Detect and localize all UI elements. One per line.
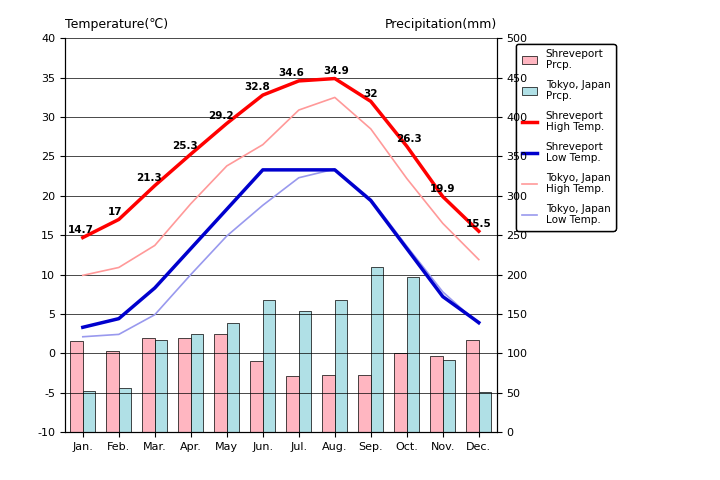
Bar (71, 341, 83, 432)
Bar (83, 391, 95, 432)
Bar (287, 376, 299, 432)
Bar (263, 300, 275, 432)
Bar (430, 357, 443, 432)
Text: 32.8: 32.8 (245, 83, 270, 92)
Text: 25.3: 25.3 (173, 142, 198, 151)
Bar (142, 338, 155, 432)
Text: 19.9: 19.9 (430, 184, 456, 194)
Bar (107, 351, 119, 432)
Bar (335, 300, 347, 432)
Bar (323, 374, 335, 432)
Text: Temperature(℃): Temperature(℃) (65, 18, 168, 31)
Text: 32: 32 (364, 89, 378, 99)
Legend: Shreveport
Prcp., Tokyo, Japan
Prcp., Shreveport
High Temp., Shreveport
Low Temp: Shreveport Prcp., Tokyo, Japan Prcp., Sh… (516, 44, 616, 230)
Bar (191, 334, 203, 432)
Text: 21.3: 21.3 (137, 173, 162, 183)
Text: 15.5: 15.5 (466, 218, 492, 228)
Text: Precipitation(mm): Precipitation(mm) (384, 18, 497, 31)
Bar (155, 340, 167, 432)
Bar (179, 337, 191, 432)
Bar (251, 361, 263, 432)
Bar (215, 335, 227, 432)
Bar (371, 267, 383, 432)
Bar (227, 324, 239, 432)
Text: 34.6: 34.6 (279, 68, 305, 78)
Bar (466, 340, 479, 432)
Text: 14.7: 14.7 (68, 225, 94, 235)
Text: 29.2: 29.2 (209, 111, 234, 120)
Bar (299, 311, 311, 432)
Bar (407, 277, 419, 432)
Text: 34.9: 34.9 (324, 66, 349, 76)
Text: 17: 17 (108, 207, 122, 217)
Text: 26.3: 26.3 (396, 133, 421, 144)
Bar (359, 375, 371, 432)
Bar (479, 392, 491, 432)
Bar (443, 360, 455, 432)
Bar (119, 388, 131, 432)
Bar (394, 353, 407, 432)
